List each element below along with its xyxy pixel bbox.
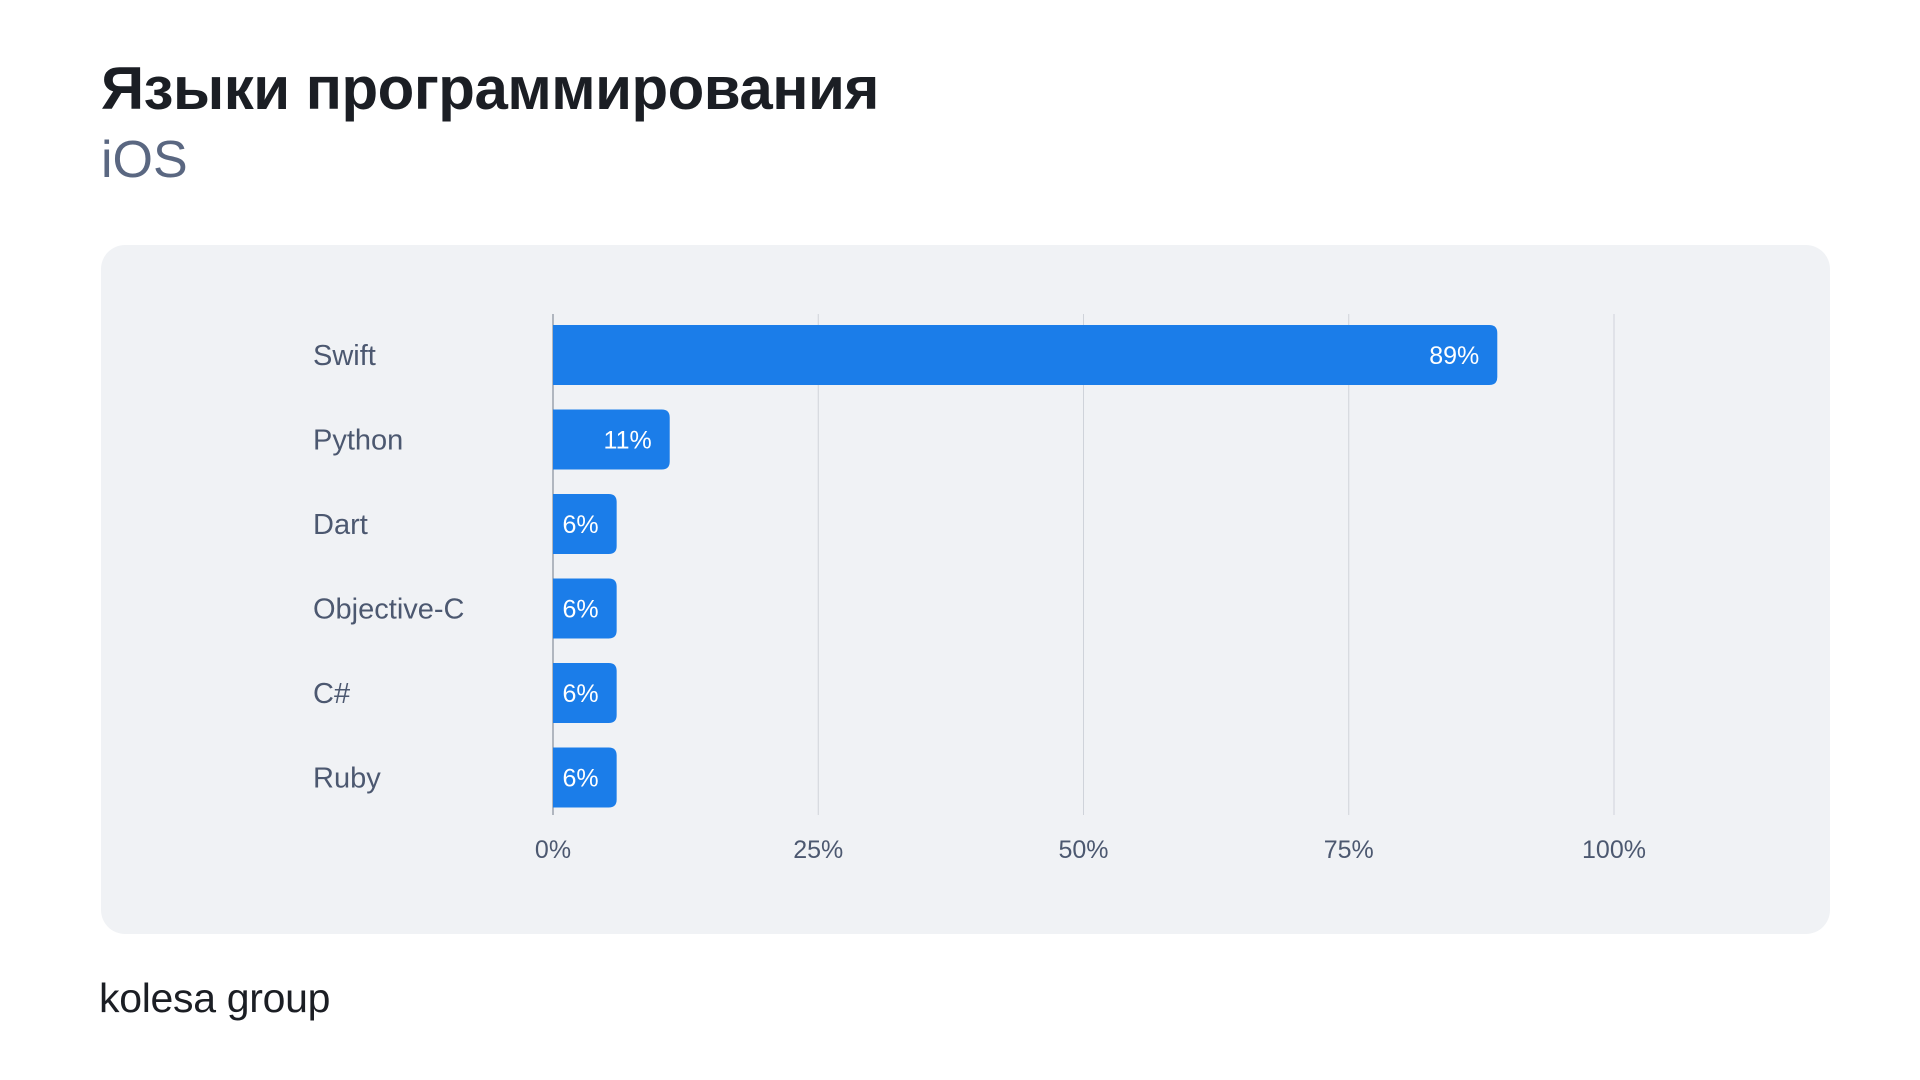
category-label: C# [313,678,350,710]
page-title: Языки программирования [101,55,879,122]
category-label: Dart [313,509,368,541]
x-tick-label: 100% [1582,836,1646,864]
category-label: Python [313,425,403,457]
bar-value-label: 6% [563,596,599,624]
page-subtitle: iOS [101,131,188,189]
category-label: Swift [313,340,376,372]
kolesa-group-logo: kolesa group [99,975,331,1021]
x-tick-label: 25% [793,836,843,864]
x-tick-label: 75% [1324,836,1374,864]
x-tick-label: 0% [535,836,571,864]
bar [553,578,617,639]
bar-chart: 89% Swift 11% Python 6% Dart 6% Objective-C 6% C#… [313,314,1646,864]
bar [553,747,617,808]
category-label: Objective-C [313,594,465,626]
bar-value-label: 6% [563,511,599,539]
x-tick-label: 50% [1058,836,1108,864]
bar [553,325,1498,385]
bar-value-label: 6% [563,765,599,793]
bar [553,663,617,723]
bar-value-label: 11% [604,427,652,455]
chart-card: 89% Swift 11% Python 6% Dart 6% Objective-C 6% C#… [101,245,1830,934]
bar-value-label: 6% [563,680,599,708]
bar [553,409,670,470]
bar [553,494,617,554]
category-label: Ruby [313,763,381,795]
bar-value-label: 89% [1429,342,1479,370]
